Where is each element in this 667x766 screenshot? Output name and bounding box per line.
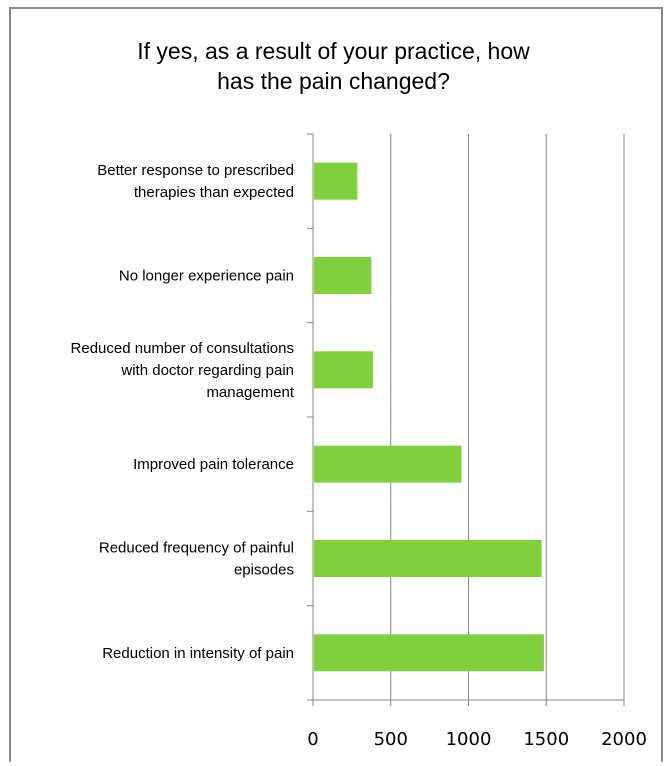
x-tick-label-500: 500 [374, 729, 408, 750]
x-tick-label-2000: 2000 [601, 729, 647, 750]
x-tick-label-0: 0 [307, 729, 318, 750]
category-label-5-line-2: episodes [234, 562, 294, 579]
category-label-3-line-2: with doctor regarding pain [120, 362, 294, 379]
bar-6 [314, 634, 544, 672]
category-label-5-line-1: Reduced frequency of painful [99, 540, 294, 557]
x-tick-label-1500: 1500 [523, 729, 569, 750]
category-label-1-line-1: Better response to prescribed [97, 162, 294, 179]
bar-2 [314, 257, 372, 294]
bar-5 [314, 540, 542, 577]
bar-4 [314, 445, 462, 483]
bar-3 [314, 351, 373, 389]
x-tick-label-1000: 1000 [446, 729, 492, 750]
category-label-3-line-3: management [206, 384, 294, 401]
category-label-3-line-1: Reduced number of consultations [71, 340, 294, 357]
category-label-4-line-1: Improved pain tolerance [133, 456, 294, 473]
category-label-1-line-2: therapies than expected [134, 184, 294, 201]
bar-1 [314, 162, 358, 200]
chart-title-line-1: If yes, as a result of your practice, ho… [137, 38, 530, 64]
category-label-2-line-1: No longer experience pain [119, 268, 294, 285]
chart-title: If yes, as a result of your practice, ho… [0, 36, 667, 96]
category-label-6-line-1: Reduction in intensity of pain [102, 645, 294, 662]
chart-title-line-2: has the pain changed? [217, 68, 450, 94]
